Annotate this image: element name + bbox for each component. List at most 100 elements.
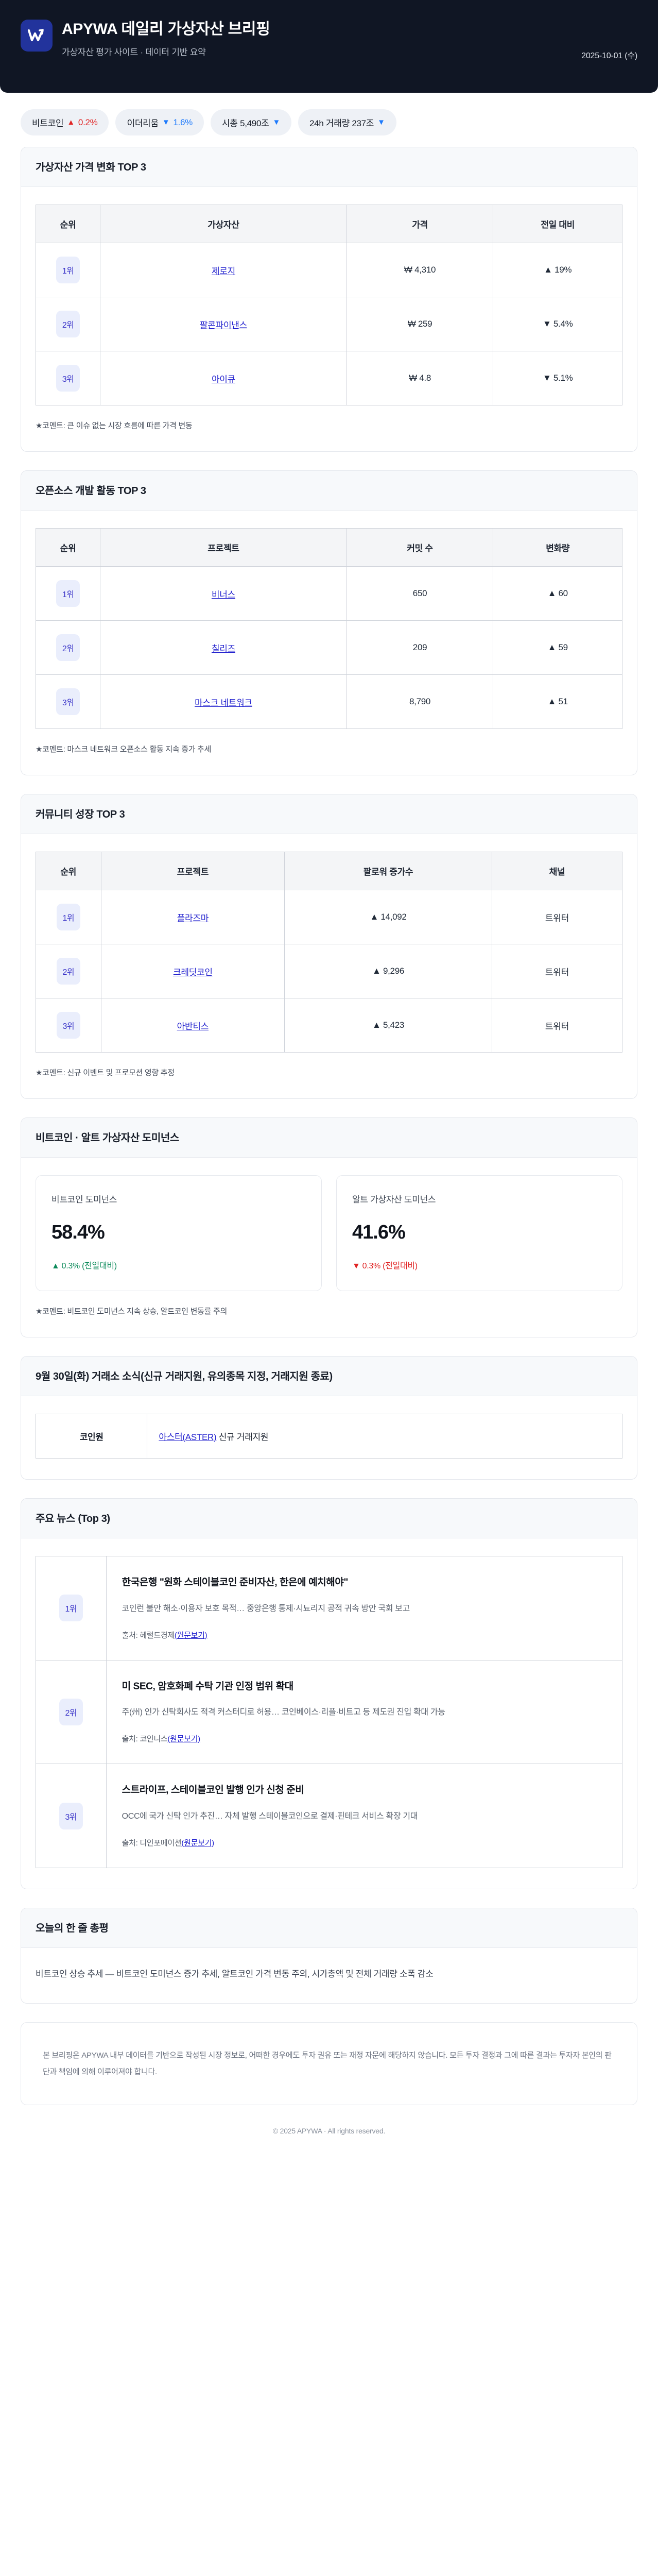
chip-volume-24h[interactable]: 24h 거래량 237조 ▼ — [298, 109, 396, 135]
cell-change: ▼ 5.4% — [493, 297, 622, 351]
rank-badge: 1위 — [56, 904, 80, 930]
price-table: 순위 가상자산 가격 전일 대비 1위 제로지 ₩ 4,310 ▲ 19% 2위 — [35, 205, 622, 405]
cell-news: 미 SEC, 암호화폐 수탁 기관 인정 범위 확대 주(州) 인가 신탁회사도… — [106, 1659, 623, 1765]
cell-followers: ▲ 14,092 — [284, 890, 492, 944]
chip-label: 시총 5,490조 — [221, 118, 269, 128]
news-original-link[interactable]: (원문보기) — [167, 1735, 200, 1744]
section-title: 주요 뉴스 (Top 3) — [36, 1513, 110, 1524]
cell-channel: 트위터 — [491, 890, 623, 944]
cell-channel: 트위터 — [491, 998, 623, 1053]
project-link[interactable]: 플라즈마 — [177, 913, 209, 923]
dominance-card-bitcoin: 비트코인 도미넌스 58.4% ▲ 0.3% (전일대비) — [36, 1175, 322, 1291]
table-row: 1위 제로지 ₩ 4,310 ▲ 19% — [35, 243, 622, 297]
asset-link[interactable]: 아스터(ASTER) — [159, 1432, 217, 1442]
cell-change: ▼ 5.1% — [493, 351, 622, 405]
arrow-up-icon: ▲ — [67, 118, 75, 127]
dominance-delta: ▼ 0.3% (전일대비) — [352, 1262, 418, 1270]
news-summary: 코인런 불안 해소·이용자 보호 목적… 중앙은행 통제·시뇨리지 공적 귀속 … — [122, 1604, 410, 1613]
project-link[interactable]: 칠리즈 — [211, 643, 235, 654]
table-row: 1위 플라즈마 ▲ 14,092 트위터 — [36, 890, 623, 944]
cell-rank: 3위 — [36, 998, 101, 1053]
arrow-down-icon: ▼ — [272, 118, 281, 127]
section-top-news: 주요 뉴스 (Top 3) 1위 한국은행 "원화 스테이블코인 준비자산, 한… — [21, 1498, 637, 1889]
table-header-row: 순위 프로젝트 커밋 수 변화량 — [35, 528, 622, 567]
news-original-link[interactable]: (원문보기) — [181, 1838, 214, 1848]
cell-channel: 트위터 — [491, 944, 623, 998]
rank-badge: 1위 — [59, 1595, 83, 1622]
chip-bitcoin[interactable]: 비트코인 ▲ 0.2% — [21, 109, 109, 135]
cell-rank: 2위 — [36, 944, 101, 998]
section-community-top3: 커뮤니티 성장 TOP 3 순위 프로젝트 팔로워 증가수 채널 1 — [21, 794, 637, 1099]
cell-commits: 209 — [346, 620, 494, 675]
asset-link[interactable]: 팔콘파이낸스 — [199, 320, 247, 330]
chip-marketcap[interactable]: 시총 5,490조 ▼ — [210, 109, 292, 135]
table-header-row: 순위 프로젝트 팔로워 증가수 채널 — [36, 852, 623, 890]
rank-badge: 3위 — [56, 688, 80, 715]
section-body: 비트코인 도미넌스 58.4% ▲ 0.3% (전일대비) 알트 가상자산 도미… — [21, 1158, 637, 1337]
table-header-row: 순위 가상자산 가격 전일 대비 — [35, 205, 622, 243]
news-headline: 미 SEC, 암호화폐 수탁 기관 인정 범위 확대 — [122, 1681, 294, 1692]
cell-rank: 1위 — [36, 890, 101, 944]
page-footer: © 2025 APYWA · All rights reserved. — [272, 2127, 386, 2136]
cell-rank: 2위 — [36, 1659, 107, 1765]
cell-price: ₩ 4.8 — [346, 351, 494, 405]
section-header: 9월 30일(화) 거래소 소식(신규 거래지원, 유의종목 지정, 거래지원 … — [21, 1357, 637, 1396]
section-title: 오늘의 한 줄 총평 — [36, 1922, 109, 1934]
cell-price: ₩ 4,310 — [346, 243, 494, 297]
project-link[interactable]: 비너스 — [211, 589, 235, 600]
news-row: 3위 스트라이프, 스테이블코인 발행 인가 신청 준비 OCC에 국가 신탁 … — [36, 1764, 623, 1868]
asset-link[interactable]: 제로지 — [211, 266, 235, 276]
section-body: 순위 프로젝트 커밋 수 변화량 1위 비너스 650 ▲ 60 2위 — [21, 511, 637, 775]
chip-ethereum[interactable]: 이더리움 ▼ 1.6% — [115, 109, 204, 135]
table-row: 2위 팔콘파이낸스 ₩ 259 ▼ 5.4% — [35, 297, 622, 351]
project-link[interactable]: 크레딧코인 — [173, 967, 213, 977]
cell-rank: 1위 — [35, 243, 101, 297]
chip-label: 비트코인 — [32, 118, 64, 128]
column-header-rank: 순위 — [35, 205, 101, 243]
rank-badge: 2위 — [56, 634, 80, 661]
cell-followers: ▲ 9,296 — [284, 944, 492, 998]
section-body: 순위 가상자산 가격 전일 대비 1위 제로지 ₩ 4,310 ▲ 19% 2위 — [21, 187, 637, 451]
section-title: 커뮤니티 성장 TOP 3 — [36, 809, 125, 820]
page-title: APYWA 데일리 가상자산 브리핑 — [62, 21, 270, 38]
rank-badge: 1위 — [56, 257, 80, 283]
section-comment: ★코멘트: 마스크 네트워크 오픈소스 활동 지속 증가 추세 — [36, 745, 212, 754]
cell-project: 플라즈마 — [100, 890, 285, 944]
column-header-rank: 순위 — [36, 852, 101, 890]
news-headline: 한국은행 "원화 스테이블코인 준비자산, 한은에 예치해야" — [122, 1577, 349, 1588]
rank-badge: 3위 — [56, 365, 80, 392]
table-row: 2위 크레딧코인 ▲ 9,296 트위터 — [36, 944, 623, 998]
chip-label: 이더리움 — [127, 118, 159, 128]
cell-project: 크레딧코인 — [100, 944, 285, 998]
section-body: 비트코인 상승 추세 — 비트코인 도미넌스 증가 추세, 알트코인 가격 변동… — [21, 1948, 637, 2003]
section-price-top3: 가상자산 가격 변화 TOP 3 순위 가상자산 가격 전일 대비 — [21, 147, 637, 452]
apywa-logo-icon — [21, 20, 53, 52]
rank-badge: 1위 — [56, 580, 80, 607]
chip-label: 24h 거래량 237조 — [309, 118, 374, 128]
section-body: 순위 프로젝트 팔로워 증가수 채널 1위 플라즈마 ▲ 14,092 트위터 … — [21, 834, 637, 1098]
cell-asset: 아이큐 — [100, 351, 347, 405]
section-header: 오픈소스 개발 활동 TOP 3 — [21, 471, 637, 511]
header-brand: APYWA 데일리 가상자산 브리핑 가상자산 평가 사이트 · 데이터 기반 … — [21, 18, 270, 58]
section-dominance: 비트코인 · 알트 가상자산 도미넌스 비트코인 도미넌스 58.4% ▲ 0.… — [21, 1117, 637, 1337]
news-original-link[interactable]: (원문보기) — [174, 1631, 207, 1640]
cell-followers: ▲ 5,423 — [284, 998, 492, 1053]
cell-commits: 8,790 — [346, 674, 494, 729]
cell-change: ▲ 19% — [493, 243, 622, 297]
news-headline: 스트라이프, 스테이블코인 발행 인가 신청 준비 — [122, 1785, 304, 1796]
rank-badge: 3위 — [56, 1012, 80, 1039]
cell-rank: 3위 — [35, 351, 101, 405]
project-link[interactable]: 마스크 네트워크 — [195, 698, 252, 708]
table-row: 2위 칠리즈 209 ▲ 59 — [35, 620, 622, 675]
project-link[interactable]: 아반티스 — [177, 1021, 209, 1031]
column-header-project: 프로젝트 — [100, 852, 285, 890]
cell-rank: 1위 — [36, 1556, 107, 1660]
asset-link[interactable]: 아이큐 — [211, 374, 235, 384]
section-title: 9월 30일(화) 거래소 소식(신규 거래지원, 유의종목 지정, 거래지원 … — [36, 1371, 333, 1382]
news-source-name: 출처: 헤럴드경제 — [122, 1631, 175, 1640]
section-title: 가상자산 가격 변화 TOP 3 — [36, 162, 146, 173]
column-header-asset: 가상자산 — [100, 205, 347, 243]
exchange-table: 코인원 아스터(ASTER) 신규 거래지원 — [35, 1414, 622, 1459]
column-header-rank: 순위 — [35, 528, 101, 567]
section-header: 주요 뉴스 (Top 3) — [21, 1499, 637, 1538]
